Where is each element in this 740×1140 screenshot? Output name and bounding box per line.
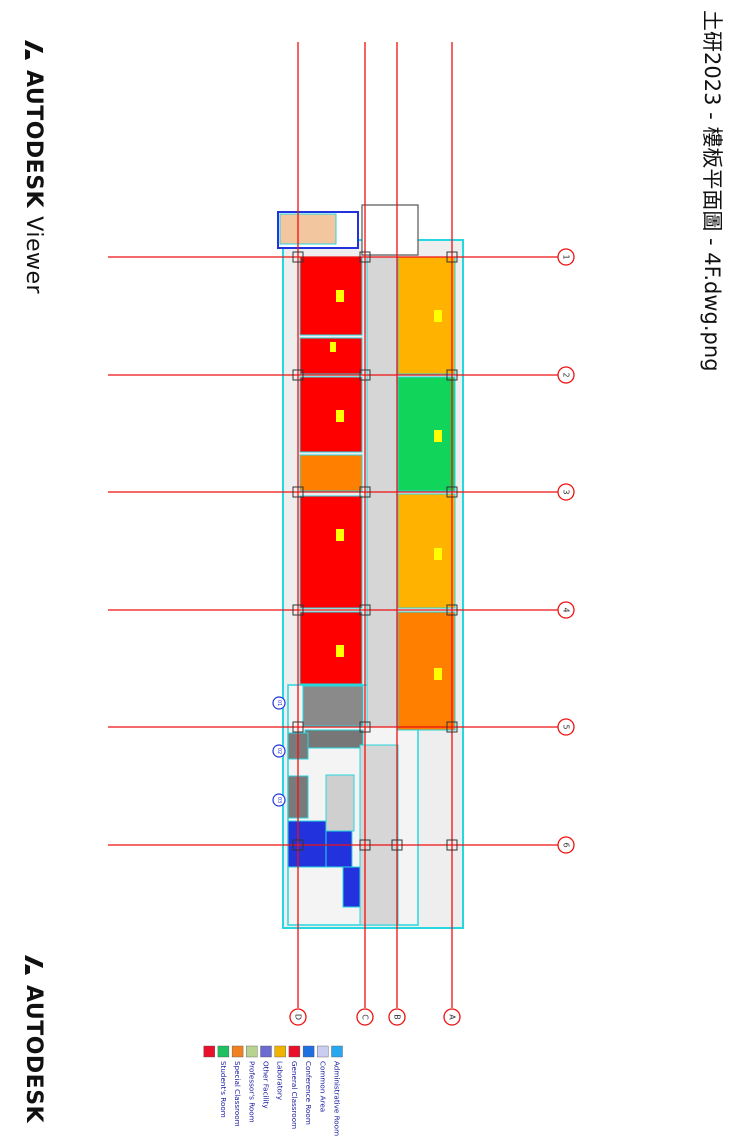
special-classroom-room <box>299 454 363 492</box>
column-marker <box>446 486 458 498</box>
legend-swatch <box>274 1045 286 1058</box>
grid-col-bubble <box>443 1008 461 1026</box>
column-marker <box>446 721 458 733</box>
column-marker <box>391 839 403 851</box>
legend-swatch <box>246 1045 258 1058</box>
autodesk-logo-icon <box>25 40 43 60</box>
grid-row-tag: 1 <box>562 254 571 259</box>
column-marker <box>292 839 304 851</box>
grid-col-tag: C <box>361 1014 370 1020</box>
grid-col-bubble <box>388 1008 406 1026</box>
common-area <box>359 744 399 926</box>
grid-tags: 1 2 3 4 5 6 A B C D <box>289 248 575 1026</box>
autodesk-viewer-brand: AUTODESK Viewer <box>21 40 46 294</box>
grid-row-bubble <box>557 718 575 736</box>
general-classroom-room <box>299 256 363 336</box>
stair-room <box>304 729 364 749</box>
general-classroom-room <box>299 611 363 685</box>
grid-row-bubble <box>557 248 575 266</box>
room-tag-bubble <box>272 793 286 807</box>
column-marker <box>292 604 304 616</box>
grid-lines <box>108 42 558 1008</box>
legend-swatches <box>203 1045 343 1058</box>
legend-label: Administrative Room <box>333 1061 342 1136</box>
column-marker <box>292 486 304 498</box>
grid-row-bubble <box>557 366 575 384</box>
column-marker <box>292 251 304 263</box>
room-tag-bubble <box>272 744 286 758</box>
legend-label: General Classroom <box>290 1061 299 1129</box>
autodesk-logo-icon <box>25 955 43 975</box>
legend-labels: Administrative Room Common Area Conference… <box>219 1061 342 1136</box>
laboratory-room <box>397 493 456 609</box>
legend-label: Special Classroom <box>233 1061 242 1127</box>
legend-swatch <box>231 1045 244 1058</box>
legend-swatch <box>288 1045 301 1058</box>
grid-col-tag: B <box>393 1014 402 1020</box>
general-classroom-room <box>299 495 363 609</box>
stair-room <box>302 685 364 727</box>
stair-room <box>279 213 337 245</box>
conference-room <box>325 830 353 868</box>
common-area <box>325 774 355 832</box>
column-marker <box>446 251 458 263</box>
column-marker <box>292 369 304 381</box>
conference-room <box>287 820 327 868</box>
column-marker <box>359 369 371 381</box>
grid-col-bubble <box>289 1008 307 1026</box>
students-room <box>397 376 456 492</box>
column-marker <box>446 839 458 851</box>
grid-row-tag: 6 <box>562 842 571 847</box>
column-marker <box>359 604 371 616</box>
room-tag-bubbles: 01 02 03 <box>272 696 286 807</box>
legend-swatch <box>331 1045 343 1058</box>
legend-label: Common Area <box>318 1061 327 1112</box>
general-classroom-room <box>299 376 363 453</box>
grid-col-bubble <box>356 1008 374 1026</box>
legend-swatch <box>317 1045 329 1058</box>
laboratory-room <box>397 256 456 375</box>
grid-row-bubble <box>557 836 575 854</box>
grid-row-tag: 3 <box>562 489 571 494</box>
legend-label: Professor's Room <box>247 1061 256 1123</box>
legend-swatch <box>302 1045 315 1058</box>
column-marker <box>359 486 371 498</box>
room-tag-bubble <box>272 696 286 710</box>
column-marker <box>359 839 371 851</box>
autodesk-footer-brand: AUTODESK <box>21 955 46 1123</box>
column-marker <box>446 604 458 616</box>
grid-row-tag: 2 <box>562 372 571 377</box>
legend-label: Laboratory <box>276 1061 285 1101</box>
grid-col-tag: A <box>448 1014 457 1020</box>
legend-swatch <box>260 1045 272 1058</box>
grid-col-tag: D <box>294 1014 303 1020</box>
room-tag: 01 <box>276 700 282 706</box>
room-tag: 03 <box>276 797 282 803</box>
legend-label: Other Facility <box>262 1061 271 1109</box>
grid-row-bubble <box>557 601 575 619</box>
column-marker <box>359 251 371 263</box>
grid-row-tag: 5 <box>562 724 571 729</box>
legend-label: Student's Room <box>219 1061 228 1118</box>
column-marker <box>292 721 304 733</box>
special-classroom-room <box>397 611 456 731</box>
room-tag: 02 <box>276 748 282 754</box>
legend-swatch <box>217 1045 230 1058</box>
column-marker <box>446 369 458 381</box>
grid-row-tag: 4 <box>562 607 571 612</box>
rooms <box>279 213 456 926</box>
column-marker <box>359 721 371 733</box>
grid-row-bubble <box>557 483 575 501</box>
room-labels <box>330 290 442 680</box>
legend-label: Conference Room <box>304 1061 313 1125</box>
legend-swatch <box>203 1045 215 1058</box>
